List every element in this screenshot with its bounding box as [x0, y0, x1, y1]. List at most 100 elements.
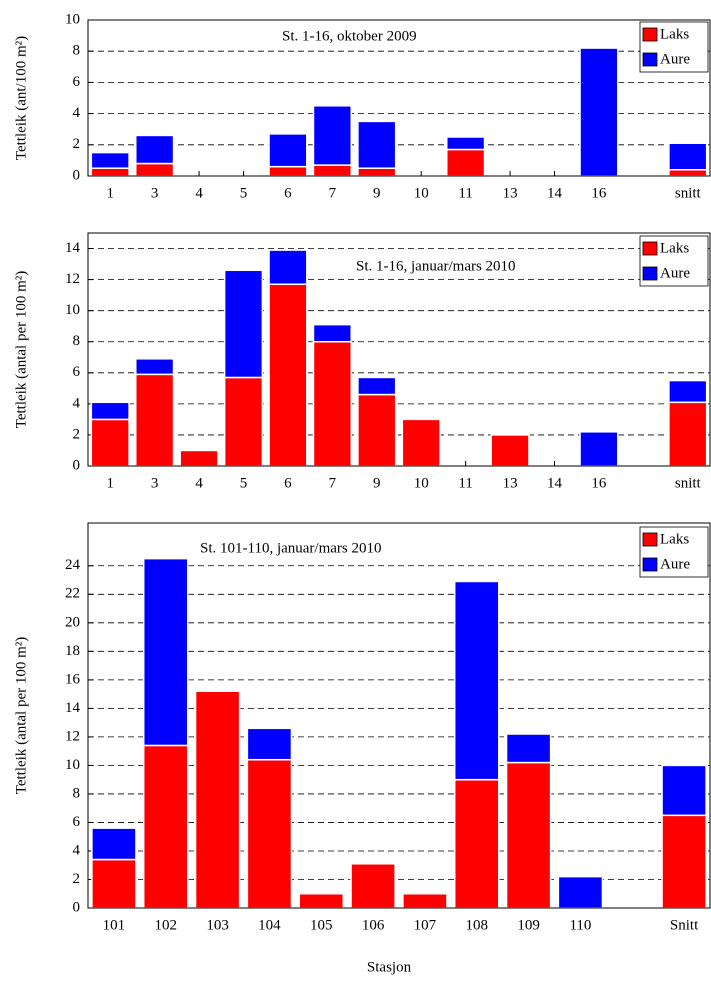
chart-annotation: St. 1-16, januar/mars 2010 [356, 258, 516, 274]
bar [268, 283, 308, 467]
x-tick-label: 4 [195, 185, 203, 201]
y-tick-label: 14 [65, 700, 81, 716]
bar [246, 758, 293, 909]
bar [312, 340, 352, 467]
x-tick-label: 106 [362, 917, 385, 933]
bar [91, 858, 137, 909]
y-tick-label: 16 [65, 671, 81, 687]
y-tick-label: 12 [65, 271, 80, 287]
y-tick-label: 0 [73, 899, 81, 915]
y-tick-label: 24 [65, 557, 81, 573]
x-tick-label: 5 [240, 475, 248, 491]
bar [90, 151, 130, 169]
legend-swatch [642, 532, 658, 547]
y-tick-label: 8 [73, 43, 81, 59]
y-tick-label: 10 [65, 302, 80, 318]
bar [298, 892, 345, 909]
bar [135, 373, 175, 467]
legend-swatch [642, 52, 658, 67]
x-tick-label: 6 [284, 475, 292, 491]
x-tick-label: 9 [373, 185, 381, 201]
bar [135, 358, 175, 376]
x-tick-label: 14 [547, 185, 563, 201]
x-tick-label: Snitt [670, 917, 699, 933]
bar [557, 875, 604, 909]
x-tick-label: 11 [458, 475, 472, 491]
x-tick-label: 13 [503, 185, 518, 201]
legend: Laks Aure [639, 235, 709, 287]
bar [668, 142, 708, 171]
x-tick-label: 10 [414, 185, 429, 201]
y-tick-label: 8 [73, 333, 81, 349]
x-tick-label: 6 [284, 185, 292, 201]
y-tick-label: 6 [73, 814, 81, 830]
x-tick-label: 9 [373, 475, 381, 491]
bar [401, 418, 441, 467]
x-tick-label: 3 [151, 185, 159, 201]
x-tick-label: 109 [517, 917, 540, 933]
y-axis-label: Tettleik (ant/100 m²) [13, 36, 29, 160]
x-tick-label: snitt [675, 185, 702, 201]
legend-swatch [642, 27, 658, 42]
chart-annotation: St. 101-110, januar/mars 2010 [200, 540, 382, 556]
x-tick-label: 7 [329, 475, 337, 491]
y-tick-label: 0 [73, 167, 81, 183]
y-tick-label: 6 [73, 74, 81, 90]
x-tick-label: 4 [195, 475, 203, 491]
bar [179, 449, 219, 467]
bar [357, 376, 397, 396]
bar [312, 323, 352, 343]
x-tick-label: 13 [503, 475, 518, 491]
legend-label: Laks [660, 240, 689, 256]
bar [135, 134, 175, 165]
y-tick-label: 18 [65, 643, 80, 659]
x-tick-label: 11 [458, 185, 472, 201]
x-tick-label: 3 [151, 475, 159, 491]
bar [402, 892, 448, 909]
x-tick-label: 7 [329, 185, 337, 201]
y-tick-label: 14 [65, 240, 81, 256]
bar [453, 778, 500, 909]
y-tick-label: 10 [65, 757, 80, 773]
bar [246, 727, 293, 761]
bar [135, 162, 175, 177]
x-tick-label: 105 [310, 917, 333, 933]
y-tick-label: 10 [65, 11, 80, 27]
bar [268, 133, 308, 168]
x-tick-label: 1 [106, 185, 114, 201]
chart-annotation: St. 1-16, oktober 2009 [282, 28, 417, 44]
x-tick-label: 108 [466, 917, 489, 933]
bar [268, 249, 308, 286]
legend: Laks Aure [639, 526, 709, 578]
bar [91, 827, 137, 861]
y-tick-label: 0 [73, 457, 81, 473]
y-tick-label: 2 [73, 136, 81, 152]
y-tick-label: 4 [73, 105, 81, 121]
bar [668, 401, 708, 467]
y-tick-label: 8 [73, 785, 81, 801]
bar [668, 169, 708, 177]
legend-label: Laks [660, 531, 689, 547]
bar [357, 120, 397, 169]
bar [668, 379, 708, 404]
bar [142, 557, 189, 747]
x-axis-label: Stasjon [367, 959, 412, 975]
y-tick-label: 2 [73, 426, 81, 442]
legend-swatch [642, 557, 658, 572]
y-tick-label: 4 [73, 842, 81, 858]
x-tick-label: 14 [547, 475, 563, 491]
plot-frame [87, 232, 711, 467]
y-tick-label: 12 [65, 728, 80, 744]
y-tick-label: 6 [73, 364, 81, 380]
y-axis-label: Tettleik (antal per 100 m²) [13, 637, 29, 795]
bar [505, 761, 552, 909]
legend-label: Aure [660, 556, 690, 572]
x-tick-label: 16 [591, 185, 607, 201]
y-tick-label: 2 [73, 871, 81, 887]
bar [90, 418, 130, 467]
y-tick-label: 22 [65, 586, 80, 602]
bar [357, 393, 397, 467]
